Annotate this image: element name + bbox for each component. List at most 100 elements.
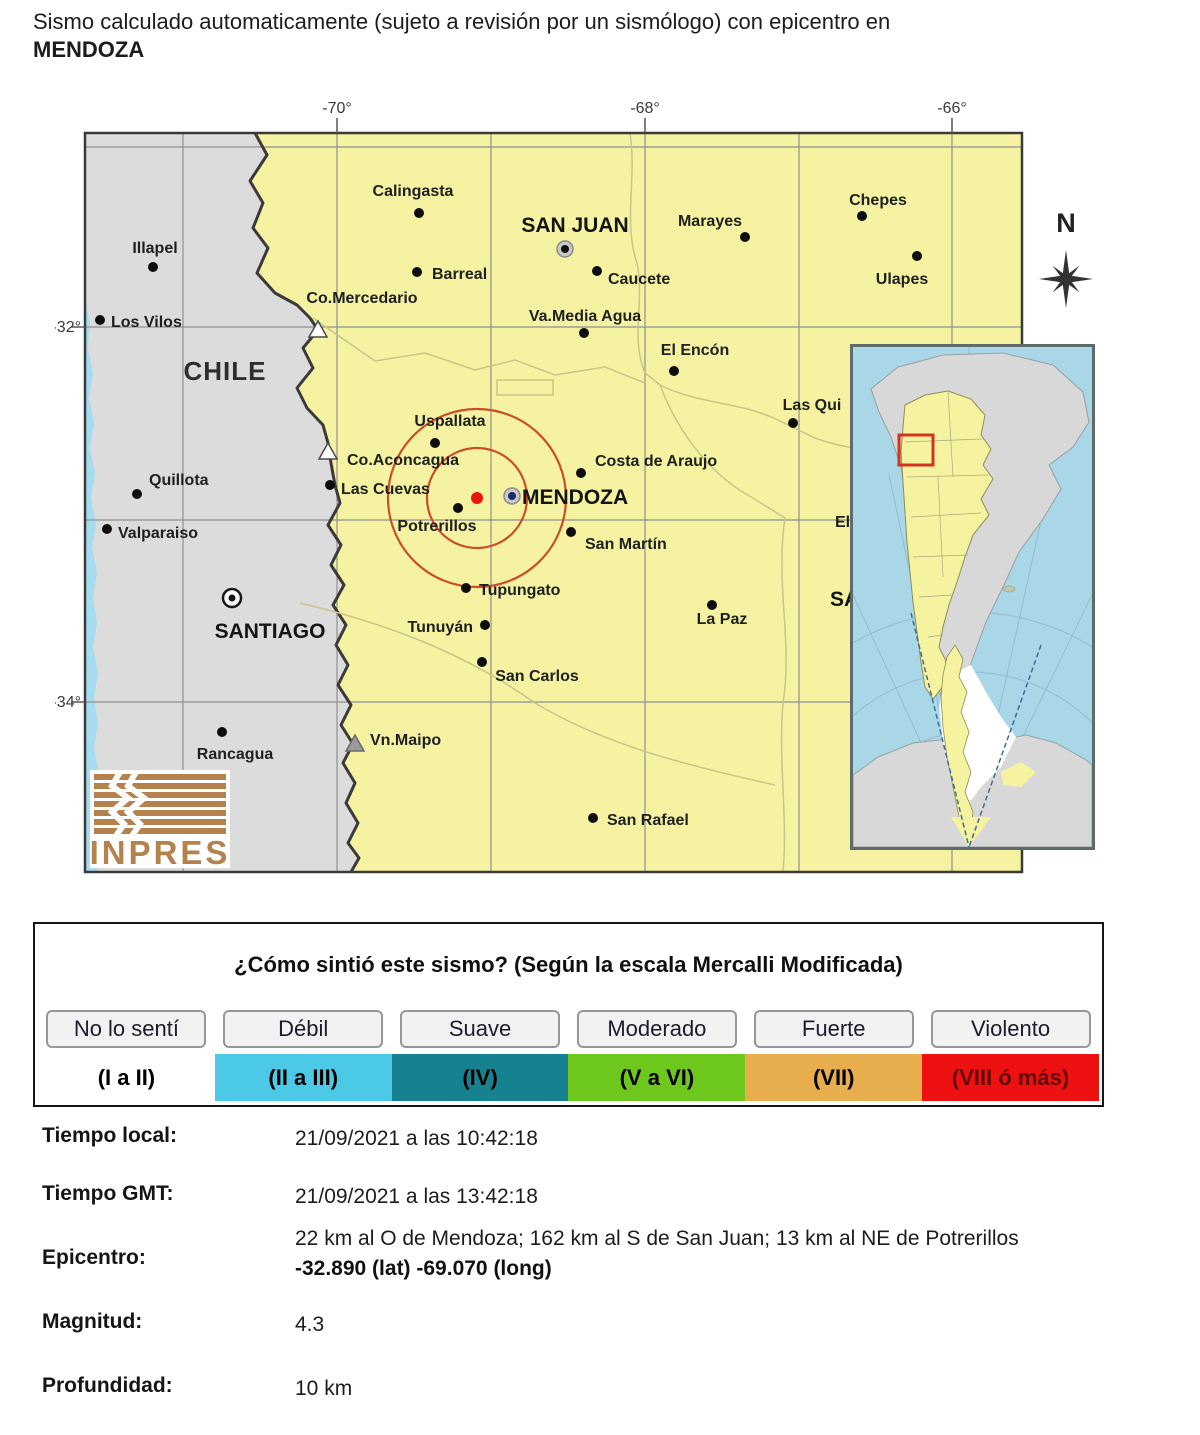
map-city-label: Co.Mercedario	[306, 290, 417, 307]
map-city-illapel: Illapel	[132, 240, 178, 272]
detail-label: Tiempo local:	[42, 1124, 177, 1147]
seismogram-zigzag-icon	[107, 770, 149, 838]
map-city-label: La Paz	[697, 611, 748, 628]
intensity-range-band: (VII)	[745, 1054, 923, 1101]
map-city-label: Rancagua	[197, 746, 274, 763]
map-city-label: Las Cuevas	[341, 481, 430, 498]
intensity-button-no-lo-sentí[interactable]: No lo sentí	[46, 1010, 207, 1048]
epicenter-marker	[386, 407, 568, 589]
epicenter-inner-ring	[425, 446, 529, 550]
compass-star-icon	[1039, 250, 1093, 308]
map-city-quillota: Quillota	[132, 472, 209, 499]
axis-label-longitude: -66°	[937, 100, 967, 117]
detail-value: 21/09/2021 a las 10:42:18	[295, 1127, 538, 1150]
map-city-label: Potrerillos	[397, 518, 476, 535]
map-city-label: Uspallata	[414, 413, 485, 430]
map-city-barreal: Barreal	[412, 266, 487, 283]
map-city-tunuy-n: Tunuyán	[408, 619, 490, 636]
map-city-label: Illapel	[132, 240, 177, 257]
map-city-vn-maipo: Vn.Maipo	[344, 732, 441, 752]
mercalli-level-5: Violento (VIII ó más)	[922, 1010, 1099, 1102]
map-city-los-vilos: Los Vilos	[95, 314, 182, 331]
map-city-label: Caucete	[608, 271, 670, 288]
inset-antarctic-claim	[940, 644, 974, 848]
inset-highlight-rect	[897, 433, 935, 467]
intensity-range-band: (VIII ó más)	[922, 1054, 1099, 1101]
map-cities: Illapel Los Vilos Quillota Valparaiso SANTIA…	[95, 183, 928, 829]
map-city-label: Marayes	[678, 213, 742, 230]
map-city-va-media-agua: Va.Media Agua	[529, 308, 641, 338]
intensity-range-band: (I a II)	[38, 1054, 215, 1101]
detail-label: Tiempo GMT:	[42, 1182, 174, 1205]
map-city-label: Co.Aconcagua	[347, 452, 459, 469]
map-city-chepes: Chepes	[849, 192, 907, 221]
intensity-button-suave[interactable]: Suave	[400, 1010, 561, 1048]
mercalli-level-3: Moderado (V a VI)	[568, 1010, 746, 1102]
map-city-label: Va.Media Agua	[529, 308, 641, 325]
axis-label-latitude: -32°	[55, 319, 81, 336]
epicenter-dot	[471, 492, 483, 504]
map-country-labels: CHILE	[184, 356, 267, 386]
map-city-label: San Carlos	[495, 668, 579, 685]
map-city-marayes: Marayes	[678, 213, 750, 242]
map-city-label: Chepes	[849, 192, 907, 209]
map-city-label: Los Vilos	[111, 314, 182, 331]
map-international-border	[248, 133, 361, 872]
intensity-button-violento[interactable]: Violento	[930, 1010, 1091, 1048]
map-country-label: CHILE	[184, 356, 267, 386]
intensity-button-d-bil[interactable]: Débil	[223, 1010, 384, 1048]
inset-province-lines	[904, 390, 989, 638]
map-city-label: SANTIAGO	[215, 620, 326, 643]
map-city-el: El	[835, 514, 850, 531]
mercalli-level-2: Suave (IV)	[391, 1010, 569, 1102]
mercalli-level-1: Débil (II a III)	[214, 1010, 392, 1102]
axis-label-longitude: -70°	[322, 100, 352, 117]
map-city-label: San Martín	[585, 536, 667, 553]
map-city-label: SAN JUAN	[521, 214, 628, 237]
inpres-logo: INPRES	[90, 770, 230, 871]
map-city-label: El Encón	[661, 342, 729, 359]
mercalli-scale-box: ¿Cómo sintió este sismo? (Según la escal…	[33, 922, 1104, 1107]
map-city-el-enc-n: El Encón	[661, 342, 729, 376]
map-city-potrerillos: Potrerillos	[397, 503, 477, 535]
map-city-label: Valparaiso	[118, 525, 198, 542]
detail-value: 4.3	[295, 1313, 325, 1336]
inset-map-graphic	[733, 347, 1200, 1083]
intensity-button-fuerte[interactable]: Fuerte	[753, 1010, 914, 1048]
page-title-line1: Sismo calculado automaticamente (sujeto …	[33, 9, 891, 34]
intensity-button-moderado[interactable]: Moderado	[576, 1010, 737, 1048]
map-city-co-mercedario: Co.Mercedario	[306, 290, 418, 338]
map-city-label: MENDOZA	[522, 486, 628, 509]
map-city-label: San Rafael	[607, 812, 689, 829]
map-city-las-cuevas: Las Cuevas	[325, 480, 430, 498]
map-city-ulapes: Ulapes	[876, 251, 928, 288]
detail-value: 21/09/2021 a las 13:42:18	[295, 1185, 538, 1208]
map-city-tupungato: Tupungato	[461, 582, 561, 599]
map-city-las-qui: Las Qui	[783, 397, 841, 428]
map-city-co-aconcagua: Co.Aconcagua	[317, 441, 459, 469]
inset-islands	[1002, 585, 1016, 593]
map-city-label: Quillota	[149, 472, 209, 489]
map-chile-area	[85, 133, 359, 872]
inset-claim-tip	[951, 817, 991, 847]
inset-argentina-map	[733, 344, 1200, 1083]
detail-value: 10 km	[295, 1377, 353, 1400]
inpres-logo-graphic: INPRES	[90, 770, 227, 871]
map-city-label: Barreal	[432, 266, 487, 283]
map-city-label: Costa de Araujo	[595, 453, 717, 470]
mercalli-levels-row: No lo sentí (I a II) Débil (II a III) Suave(…	[38, 1010, 1099, 1102]
map-city-label: El	[835, 514, 850, 531]
mercalli-title: ¿Cómo sintió este sismo? (Según la escal…	[234, 952, 903, 977]
map-axis-labels: -70° -68° -66° -32° -34°	[55, 100, 967, 711]
inset-argentina	[900, 390, 994, 700]
detail-label: Profundidad:	[42, 1374, 173, 1397]
map-city-costa-de-araujo: Costa de Araujo	[576, 453, 717, 478]
detail-label: Epicentro:	[42, 1246, 146, 1269]
intensity-range-band: (V a VI)	[568, 1054, 746, 1101]
detail-label: Magnitud:	[42, 1310, 143, 1333]
map-city-la-paz: La Paz	[697, 600, 748, 628]
detail-value: 22 km al O de Mendoza; 162 km al S de Sa…	[295, 1227, 1019, 1280]
map-city-san-mart-n: San Martín	[566, 527, 667, 553]
event-details: Tiempo local: 21/09/2021 a las 10:42:18 Ti…	[42, 1118, 1162, 1418]
